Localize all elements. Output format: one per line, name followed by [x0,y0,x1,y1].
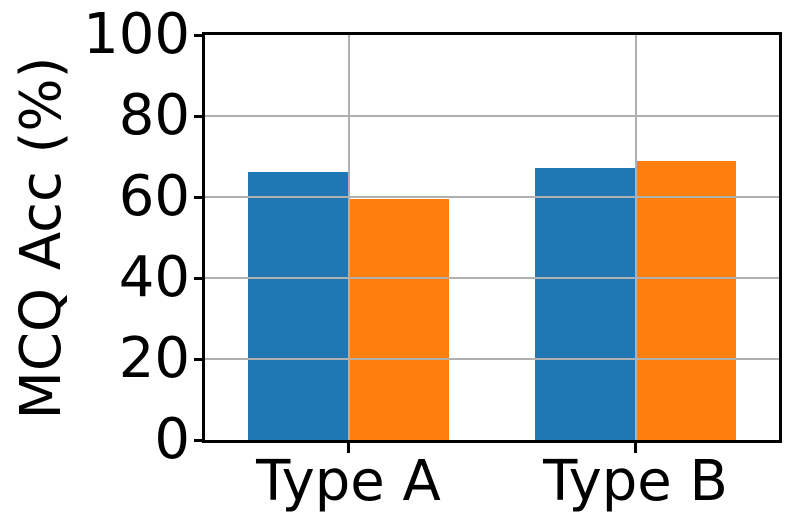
y-tick-mark-20 [194,357,203,361]
gridline-y-40 [205,277,779,279]
x-tick-mark-type-b [634,443,637,453]
bar-blue-type-a [248,171,349,440]
y-tick-label-100: 100 [83,2,190,67]
x-tick-mark-type-a [347,443,350,453]
bar-orange-type-a [348,199,449,440]
y-tick-label-20: 20 [118,326,190,391]
y-tick-mark-80 [194,114,203,118]
gridline-x-type-b [634,35,637,440]
y-tick-label-60: 60 [118,164,190,229]
gridline-y-20 [205,358,779,360]
bar-orange-type-b [635,160,736,440]
y-tick-label-0: 0 [154,407,190,472]
bar-blue-type-b [535,167,636,440]
gridline-x-type-a [347,35,350,440]
x-tick-label-type-b: Type B [543,449,728,514]
gridline-y-80 [205,115,779,117]
y-tick-label-80: 80 [118,83,190,148]
x-tick-label-type-a: Type A [256,449,441,514]
y-tick-label-40: 40 [118,245,190,310]
y-tick-mark-100 [194,33,203,37]
plot-area [202,32,782,443]
y-tick-mark-40 [194,276,203,280]
y-tick-mark-60 [194,195,203,199]
gridline-y-60 [205,196,779,198]
plot-inner [205,35,779,440]
y-tick-mark-0 [194,438,203,442]
